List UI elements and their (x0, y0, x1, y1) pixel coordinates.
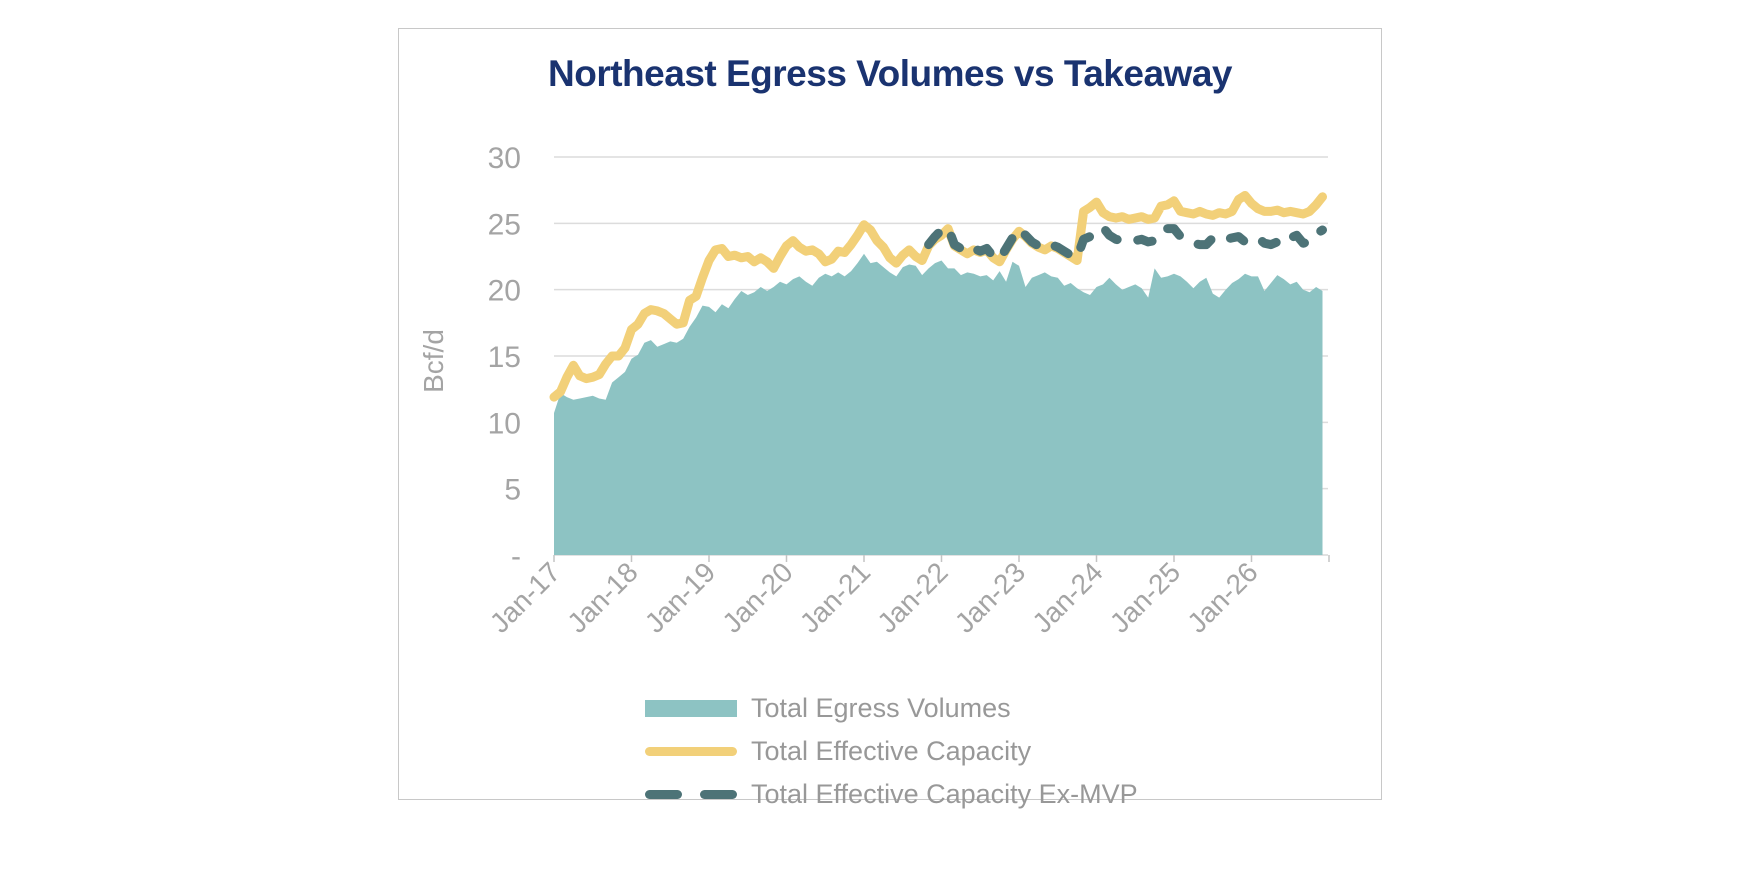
y-axis-tick-label: 15 (488, 341, 521, 374)
y-axis-tick-label: 30 (488, 142, 521, 175)
legend-swatch-area (645, 699, 737, 717)
series-effective-capacity-exmvp-line (924, 222, 1327, 264)
y-axis-tick-label: 10 (488, 407, 521, 440)
chart-legend: Total Egress Volumes Total Effective Cap… (645, 691, 1138, 811)
x-axis-tick-label: Jan-19 (639, 556, 721, 638)
x-axis-tick-label: Jan-24 (1026, 556, 1108, 638)
y-axis-labels: 30 25 20 15 10 5 - (488, 142, 521, 573)
series-egress-volumes-area (554, 253, 1323, 556)
legend-swatch-line (645, 746, 737, 756)
legend-label-effective-capacity-exmvp: Total Effective Capacity Ex-MVP (751, 778, 1138, 809)
chart-card: Northeast Egress Volumes vs Takeaway 30 2… (398, 28, 1382, 809)
y-axis-tick-label: 25 (488, 208, 521, 241)
legend-dash-segment (645, 789, 682, 799)
x-axis-tick-label: Jan-20 (716, 556, 798, 638)
y-axis-tick-label: 5 (504, 474, 521, 507)
y-axis-tick-label: - (511, 540, 521, 573)
legend-dash-segment (700, 789, 737, 799)
chart-title: Northeast Egress Volumes vs Takeaway (548, 53, 1232, 94)
x-axis-labels: Jan-17Jan-18Jan-19Jan-20Jan-21Jan-22Jan-… (484, 556, 1264, 638)
x-axis-tick-label: Jan-18 (561, 556, 643, 638)
x-axis-tick-label: Jan-23 (949, 556, 1031, 638)
x-axis-tick-label: Jan-17 (484, 556, 566, 638)
legend-swatch-dashed-line (645, 789, 737, 799)
legend-item-egress-volumes: Total Egress Volumes (645, 691, 1138, 725)
x-axis-tick-label: Jan-21 (794, 556, 876, 638)
x-axis-ticks (553, 555, 1330, 562)
y-axis-title: Bcf/d (418, 329, 449, 393)
legend-item-effective-capacity: Total Effective Capacity (645, 734, 1138, 768)
x-axis-tick-label: Jan-26 (1181, 556, 1263, 638)
legend-label-effective-capacity: Total Effective Capacity (751, 735, 1032, 766)
chart-svg: 30252015105-Bcf/dJan-17Jan-18Jan-19Jan-2… (418, 142, 1330, 639)
x-axis-tick-label: Jan-22 (871, 556, 953, 638)
legend-label-egress-volumes: Total Egress Volumes (751, 692, 1011, 723)
y-axis-tick-label: 20 (488, 275, 521, 308)
legend-item-effective-capacity-exmvp: Total Effective Capacity Ex-MVP (645, 777, 1138, 811)
x-axis-tick-label: Jan-25 (1104, 556, 1186, 638)
